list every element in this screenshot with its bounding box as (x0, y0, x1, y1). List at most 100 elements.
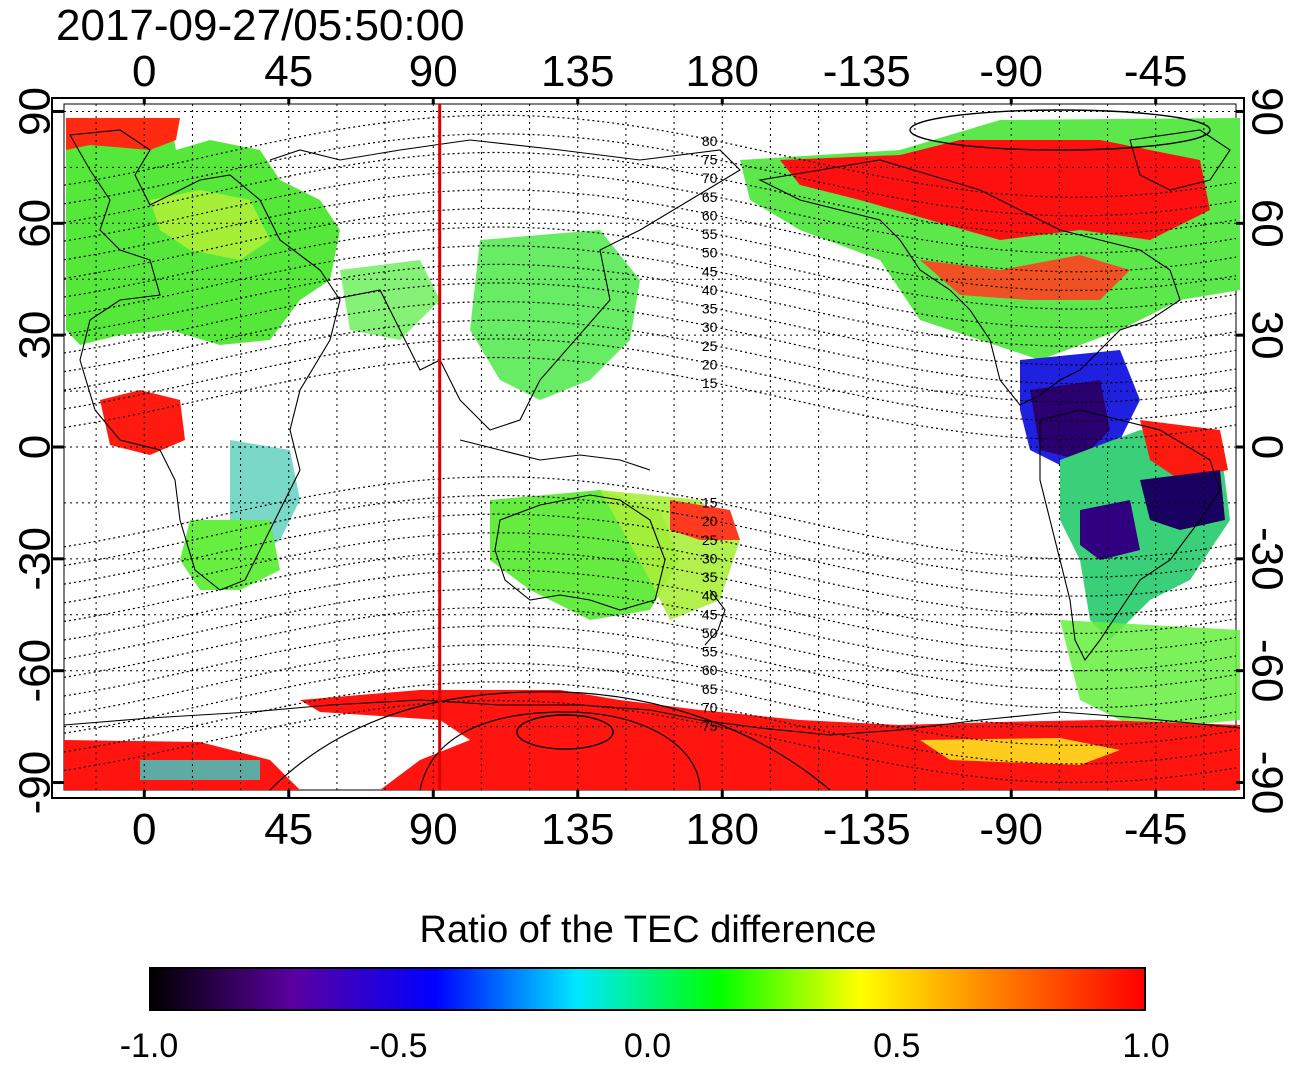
lon-label-bottom: 45 (264, 805, 313, 854)
magnetic-contour (63, 606, 1237, 690)
coastline-south-america (1039, 409, 1221, 662)
coastline-greenland (1129, 129, 1231, 191)
coastline-antarctica (63, 699, 1241, 736)
magnetic-latitude-label: 20 (702, 357, 718, 373)
lon-label-bottom: 135 (541, 805, 614, 854)
lat-tick-left (52, 781, 64, 785)
lat-label-left: -60 (11, 639, 60, 703)
lat-tick-left (52, 221, 64, 225)
lat-tick-right (1236, 445, 1244, 449)
magnetic-pole-north-oval (909, 109, 1211, 151)
coastlines (63, 129, 1241, 736)
lon-tick-bottom (142, 790, 146, 798)
map-axes: 0 0 45 45 90 90 135 135 180 180 -135 -135 -90 -90 -45 -… (11, 47, 1292, 854)
lon-tick-bottom (865, 790, 869, 798)
lat-label-left: -90 (11, 751, 60, 815)
lon-label-bottom: 0 (132, 805, 156, 854)
lat-label-right: 60 (1242, 199, 1291, 248)
magnetic-contour (63, 681, 1237, 765)
coastline-europe-africa (69, 129, 341, 591)
magnetic-contour (63, 494, 1237, 579)
tec-region-arctic-europe (66, 118, 180, 150)
magnetic-latitude-label: 70 (702, 700, 718, 716)
lon-tick-top (1009, 98, 1013, 104)
magnetic-contour (63, 569, 1237, 653)
magnetic-latitude-label: 30 (702, 550, 718, 566)
magnetic-latitude-label: 60 (702, 207, 718, 223)
lat-label-right: 90 (1242, 87, 1291, 136)
lat-tick-left (52, 669, 64, 673)
tec-region-canada-red (780, 140, 1210, 240)
lon-label-top: 135 (541, 47, 614, 96)
magnetic-contour (63, 643, 1237, 728)
magnetic-contour (63, 207, 1237, 292)
lon-label-top: 45 (264, 47, 313, 96)
magnetic-latitude-contours (63, 114, 1237, 784)
colorbar-tick-label: 0.0 (623, 1027, 672, 1065)
lat-label-left: 30 (11, 311, 60, 360)
magnetic-latitude-label: 75 (702, 151, 718, 167)
lat-label-left: 60 (11, 199, 60, 248)
lat-label-left: 90 (11, 87, 60, 136)
lon-tick-top (576, 98, 580, 104)
lat-label-right: -90 (1242, 751, 1291, 815)
magnetic-latitude-label: 25 (702, 532, 718, 548)
magnetic-latitude-label: 45 (702, 606, 718, 622)
magnetic-latitude-label: 25 (702, 338, 718, 354)
magnetic-contour (63, 550, 1237, 635)
lat-tick-left (52, 445, 64, 449)
coastline-indonesia (459, 439, 651, 471)
tec-data-layer (64, 118, 1240, 790)
magnetic-latitude-label: 65 (702, 681, 718, 697)
lat-tick-right (1236, 781, 1244, 785)
magnetic-latitude-label: 70 (702, 170, 718, 186)
coastline-asia (269, 139, 741, 431)
magnetic-latitude-label: 40 (702, 282, 718, 298)
lat-tick-left (52, 557, 64, 561)
lon-tick-bottom (287, 790, 291, 798)
lon-tick-top (1154, 98, 1158, 104)
magnetic-latitude-label: 45 (702, 263, 718, 279)
magnetic-contour (63, 625, 1237, 709)
magnetic-latitude-label: 55 (702, 644, 718, 660)
lon-tick-bottom (720, 790, 724, 798)
lon-tick-bottom (1154, 790, 1158, 798)
timestamp-title: 2017-09-27/05:50:00 (56, 1, 465, 50)
magnetic-contour (63, 513, 1237, 597)
colorbar-title: Ratio of the TEC difference (419, 909, 877, 951)
lon-label-bottom: 90 (409, 805, 458, 854)
magnetic-contour (63, 170, 1237, 254)
lon-tick-top (865, 98, 869, 104)
magnetic-contour (63, 319, 1237, 403)
magnetic-latitude-label: 15 (702, 494, 718, 510)
lat-tick-right (1236, 669, 1244, 673)
lon-tick-bottom (431, 790, 435, 798)
lon-label-bottom: 180 (686, 805, 759, 854)
lat-label-left: 0 (11, 435, 60, 459)
lon-label-bottom: -45 (1124, 805, 1188, 854)
magnetic-latitude-label: 50 (702, 245, 718, 261)
magnetic-contour (63, 189, 1237, 273)
lon-tick-top (287, 98, 291, 104)
tec-region-central-asia (340, 260, 440, 340)
lat-tick-right (1236, 333, 1244, 337)
coastline-north-america (758, 159, 1181, 406)
lat-label-right: -30 (1242, 527, 1291, 591)
lat-label-right: 30 (1242, 311, 1291, 360)
colorbar-tick-label: -1.0 (119, 1027, 179, 1065)
magnetic-contour (63, 133, 1237, 217)
lat-tick-right (1236, 221, 1244, 225)
magnetic-latitude-label: 40 (702, 588, 718, 604)
tec-map: 0 0 45 45 90 90 135 135 180 180 -135 -135 -90 -90 -45 -… (11, 47, 1292, 854)
magnetic-contour (63, 356, 1237, 441)
magnetic-pole-south-oval (516, 714, 614, 750)
tec-region-africa-west (100, 390, 185, 455)
lon-tick-bottom (1009, 790, 1013, 798)
coastline-new-zealand (704, 589, 726, 646)
tec-region-europe-yellow (150, 190, 270, 260)
lat-label-right: 0 (1242, 435, 1291, 459)
magnetic-contour (63, 263, 1237, 347)
lon-label-bottom: -135 (823, 805, 911, 854)
lon-label-bottom: -90 (979, 805, 1043, 854)
lon-label-top: 180 (686, 47, 759, 96)
